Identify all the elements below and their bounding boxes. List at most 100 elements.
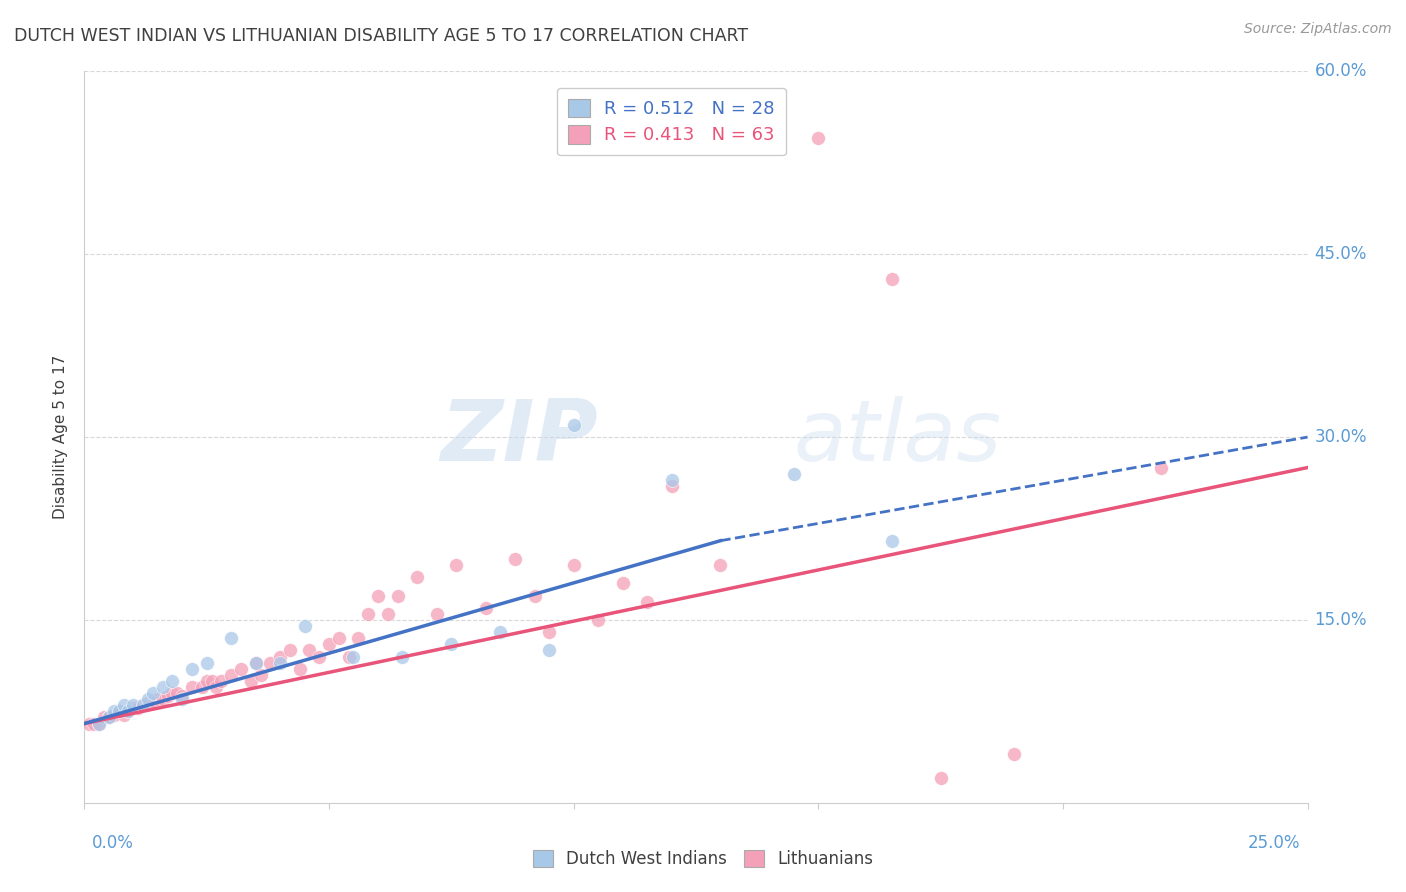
Point [661, 479, 683, 493]
Point [709, 558, 731, 573]
Point [503, 552, 526, 566]
Point [117, 705, 139, 719]
Point [337, 649, 360, 664]
Point [269, 649, 291, 664]
Point [807, 131, 830, 145]
Legend: R = 0.512   N = 28, R = 0.413   N = 63: R = 0.512 N = 28, R = 0.413 N = 63 [557, 87, 786, 155]
Point [347, 632, 370, 646]
Point [1150, 460, 1173, 475]
Point [136, 696, 159, 710]
Point [219, 632, 242, 646]
Point [103, 705, 125, 719]
Point [200, 673, 222, 688]
Point [245, 656, 267, 670]
Point [269, 656, 291, 670]
Point [444, 558, 467, 573]
Point [87, 716, 110, 731]
Point [929, 772, 952, 786]
Point [562, 417, 585, 432]
Point [880, 533, 903, 548]
Point [249, 667, 271, 681]
Point [181, 662, 204, 676]
Point [112, 698, 135, 713]
Point [93, 710, 115, 724]
Point [136, 692, 159, 706]
Legend: Dutch West Indians, Lithuanians: Dutch West Indians, Lithuanians [526, 843, 880, 875]
Point [97, 710, 120, 724]
Point [328, 632, 350, 646]
Point [205, 680, 228, 694]
Point [661, 473, 683, 487]
Point [562, 558, 585, 573]
Text: DUTCH WEST INDIAN VS LITHUANIAN DISABILITY AGE 5 TO 17 CORRELATION CHART: DUTCH WEST INDIAN VS LITHUANIAN DISABILI… [14, 27, 748, 45]
Point [239, 673, 262, 688]
Point [122, 698, 145, 713]
Point [162, 686, 184, 700]
Text: 60.0%: 60.0% [1315, 62, 1367, 80]
Text: 30.0%: 30.0% [1315, 428, 1367, 446]
Text: 45.0%: 45.0% [1315, 245, 1367, 263]
Point [172, 692, 194, 706]
Point [783, 467, 806, 481]
Point [103, 708, 125, 723]
Point [391, 649, 413, 664]
Point [152, 680, 174, 694]
Point [172, 689, 194, 703]
Point [426, 607, 449, 621]
Point [440, 637, 463, 651]
Point [229, 662, 252, 676]
Point [538, 643, 561, 657]
Text: Source: ZipAtlas.com: Source: ZipAtlas.com [1244, 22, 1392, 37]
Point [83, 716, 105, 731]
Point [636, 594, 658, 608]
Point [152, 692, 174, 706]
Point [1002, 747, 1025, 761]
Point [122, 700, 145, 714]
Point [112, 708, 135, 723]
Point [132, 698, 155, 713]
Point [318, 637, 340, 651]
Y-axis label: Disability Age 5 to 17: Disability Age 5 to 17 [53, 355, 69, 519]
Point [612, 576, 634, 591]
Point [245, 656, 267, 670]
Point [181, 680, 204, 694]
Point [142, 696, 165, 710]
Point [146, 692, 169, 706]
Point [107, 705, 129, 719]
Text: atlas: atlas [794, 395, 1002, 479]
Point [162, 673, 184, 688]
Point [87, 716, 110, 731]
Point [195, 673, 218, 688]
Point [156, 689, 179, 703]
Point [474, 600, 496, 615]
Point [195, 656, 218, 670]
Text: 0.0%: 0.0% [91, 834, 134, 852]
Point [191, 680, 214, 694]
Point [377, 607, 399, 621]
Point [357, 607, 380, 621]
Point [97, 710, 120, 724]
Point [294, 619, 316, 633]
Point [77, 716, 100, 731]
Point [127, 700, 149, 714]
Point [117, 705, 139, 719]
Point [278, 643, 301, 657]
Point [298, 643, 321, 657]
Text: ZIP: ZIP [440, 395, 598, 479]
Text: 15.0%: 15.0% [1315, 611, 1367, 629]
Point [880, 271, 903, 285]
Point [387, 589, 409, 603]
Point [209, 673, 232, 688]
Point [308, 649, 330, 664]
Point [538, 625, 561, 640]
Point [132, 698, 155, 713]
Point [406, 570, 429, 584]
Text: 25.0%: 25.0% [1249, 834, 1301, 852]
Point [219, 667, 242, 681]
Point [288, 662, 311, 676]
Point [259, 656, 281, 670]
Point [107, 705, 129, 719]
Point [489, 625, 512, 640]
Point [342, 649, 364, 664]
Point [367, 589, 389, 603]
